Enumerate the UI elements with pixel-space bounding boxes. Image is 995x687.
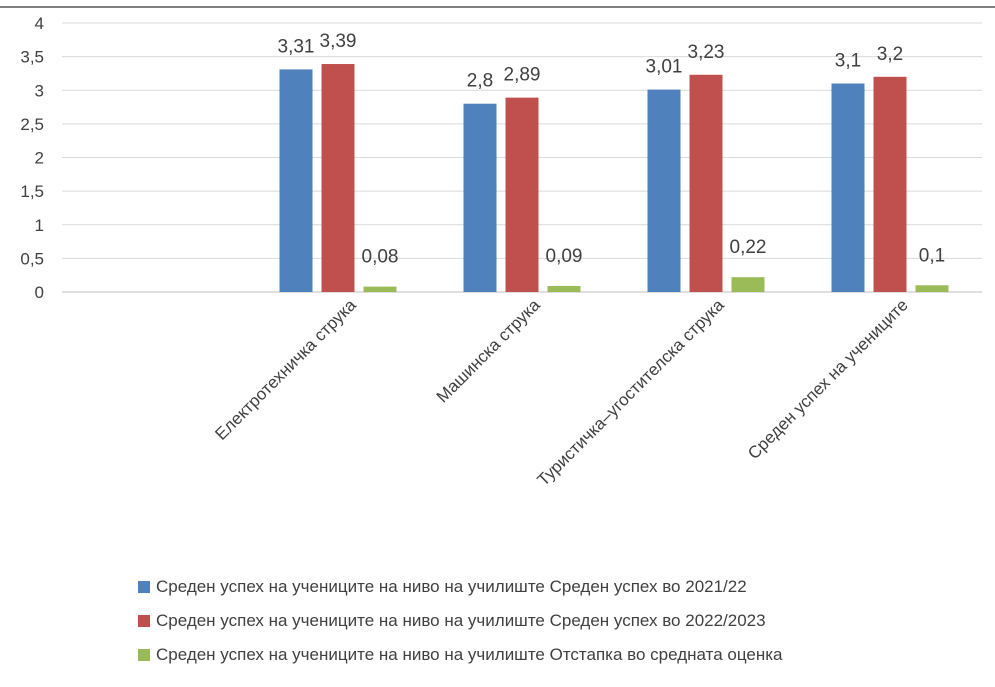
legend-label-2021: Среден успех на учениците на ниво на учи… [156,577,747,596]
data-label: 3,2 [877,44,903,65]
bar [463,103,497,292]
y-tick-label: 1,5 [20,182,44,201]
bar [873,76,907,292]
y-tick-label: 2 [35,149,44,168]
bar [915,285,949,292]
bar [689,74,723,292]
legend-label-deviation: Среден успех на учениците на ниво на учи… [156,645,783,664]
data-label: 3,31 [278,36,315,57]
data-label: 3,01 [646,57,683,78]
legend-item-2022: Среден успех на учениците на ниво на учи… [138,604,783,638]
bar [505,97,539,293]
data-label: 3,39 [320,31,357,52]
bar [547,285,581,292]
data-label: 2,89 [504,65,541,86]
bar-chart: 0 0,5 1 1,5 2 2,5 3 3,5 4 3,31 3,39 0,08 2,8 2,89 0,0… [0,6,995,490]
legend-swatch-2022 [138,615,150,627]
legend-item-2021: Среден успех на учениците на ниво на учи… [138,570,783,604]
data-label: 0,08 [362,247,399,268]
y-tick-label: 0,5 [20,249,44,268]
y-tick-label: 3,5 [20,48,44,67]
category-label: Електротехничка струка [211,295,360,444]
bar [831,83,865,293]
bar [279,69,313,292]
y-tick-label: 1 [35,216,44,235]
data-label: 3,23 [688,42,725,63]
y-tick-label: 3 [35,81,44,100]
data-label: 0,1 [919,245,945,266]
bar [321,64,355,293]
y-tick-label: 2,5 [20,115,44,134]
data-label: 2,8 [467,71,493,92]
bar [731,277,765,292]
legend-label-2022: Среден успех на учениците на ниво на учи… [156,611,766,630]
legend-item-deviation: Среден успех на учениците на ниво на учи… [138,638,783,672]
legend-swatch-deviation [138,649,150,661]
legend: Среден успех на учениците на ниво на учи… [138,570,783,672]
bar [647,89,681,292]
data-label: 3,1 [835,51,861,72]
legend-swatch-2021 [138,581,150,593]
category-label: Среден успех на учениците [744,295,912,463]
data-label: 0,09 [546,246,583,267]
category-label: Машинска струка [433,295,544,406]
data-label: 0,22 [730,237,767,258]
y-tick-label: 4 [35,14,44,33]
category-label: Туристичка–угостителска струка [533,295,728,490]
y-tick-label: 0 [35,283,44,302]
bar [363,286,397,292]
